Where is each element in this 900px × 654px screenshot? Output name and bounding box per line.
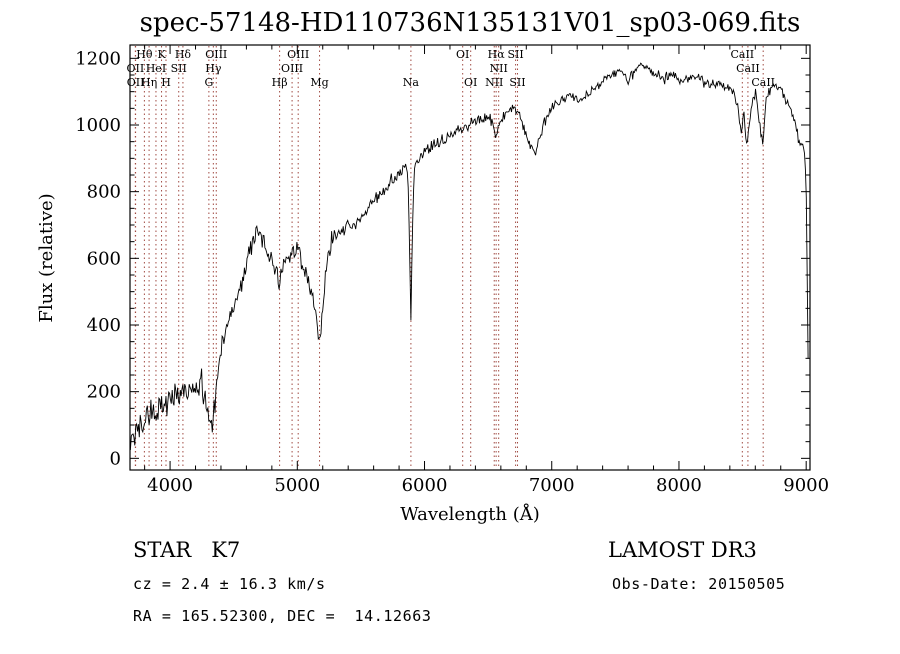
line-label: K [157,48,166,61]
x-tick-label: 7000 [529,475,575,496]
x-tick-label: 5000 [274,475,320,496]
y-tick-label: 800 [87,182,121,203]
obs-date-text: Obs-Date: 20150505 [612,575,785,593]
spectrum-trace [130,62,809,451]
y-tick-label: 200 [87,382,121,403]
line-label: OIII [205,48,227,61]
line-label: G [204,76,213,89]
line-label: H [161,76,171,89]
line-label: Hβ [272,76,288,89]
survey-text: LAMOST DR3 [608,538,757,562]
x-tick-label: 6000 [402,475,448,496]
spectral-line-markers [134,46,764,469]
line-label: Mg [310,76,328,89]
y-tick-label: 1000 [75,115,121,136]
line-label: Hη [141,76,157,89]
line-label: NII [490,62,508,75]
line-label: OIII [287,48,309,61]
line-label: OI [464,76,477,89]
cz-text: cz = 2.4 ± 16.3 km/s [133,575,326,593]
line-label: Hγ [205,62,222,75]
line-label: OIII [281,62,303,75]
line-label: CaII [730,48,754,61]
line-label: CaII [736,62,760,75]
line-label: Hα [488,48,506,61]
line-label: SII [171,62,187,75]
line-label: Na [403,76,420,89]
figure-title: spec-57148-HD110736N135131V01_sp03-069.f… [140,8,801,38]
line-label: CaII [751,76,775,89]
classification-text: STAR K7 [133,538,240,562]
line-label: Hδ [175,48,192,61]
y-tick-label: 400 [87,315,121,336]
plot-border [129,44,811,471]
y-axis-label: Flux (relative) [36,193,57,322]
line-label: OII [126,62,144,75]
y-tick-label: 600 [87,248,121,269]
x-tick-label: 8000 [656,475,702,496]
y-tick-label: 0 [110,448,121,469]
line-label: OI [456,48,469,61]
y-tick-label: 1200 [75,48,121,69]
line-label: SII [507,48,523,61]
axes-and-ticks: 4000 5000 6000 7000 8000 9000 0 200 400 600 800 100… [75,44,829,496]
x-tick-label: 9000 [783,475,829,496]
line-label: Hθ [136,48,153,61]
line-label: NII [485,76,503,89]
x-tick-label: 4000 [147,475,193,496]
line-label: SII [509,76,525,89]
x-axis-label: Wavelength (Å) [400,503,540,525]
line-label: OII [127,76,145,89]
ra-dec-text: RA = 165.52300, DEC = 14.12663 [133,607,432,625]
line-label: HeI [146,62,166,75]
